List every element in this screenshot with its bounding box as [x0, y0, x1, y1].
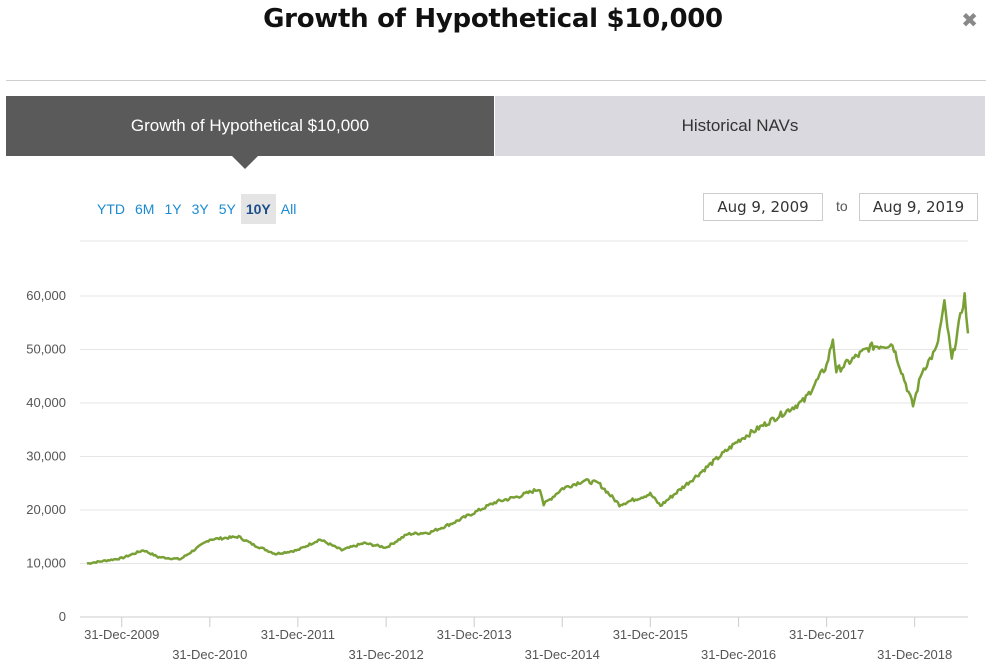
active-tab-caret	[232, 156, 258, 169]
y-tick-label: 50,000	[26, 342, 66, 357]
range-1y-button[interactable]: 1Y	[164, 201, 182, 217]
range-all-button[interactable]: All	[280, 201, 297, 217]
range-ytd-button[interactable]: YTD	[97, 201, 125, 217]
growth-chart: 0 10,000 20,000 30,000 40,000 50,000 60,000 31-…	[26, 240, 970, 662]
header-divider	[6, 80, 986, 81]
range-3y-button[interactable]: 3Y	[191, 201, 209, 217]
close-icon[interactable]: ✖	[961, 8, 978, 32]
y-tick-label: 20,000	[26, 502, 66, 517]
x-tick-label: 31-Dec-2010	[172, 647, 247, 662]
range-10y-button[interactable]: 10Y	[240, 194, 276, 224]
range-5y-button[interactable]: 5Y	[218, 201, 236, 217]
x-tick-label: 31-Dec-2018	[877, 647, 952, 662]
tab-historical-navs[interactable]: Historical NAVs	[495, 96, 985, 156]
growth-series-line	[86, 291, 970, 565]
x-tick-label: 31-Dec-2013	[437, 627, 512, 642]
tab-bar: Growth of Hypothetical $10,000 Historica…	[6, 96, 985, 156]
date-to-label: to	[836, 198, 848, 214]
y-tick-label: 40,000	[26, 395, 66, 410]
x-tick-label: 31-Dec-2014	[525, 647, 600, 662]
range-6m-button[interactable]: 6M	[135, 201, 155, 217]
x-tick-label: 31-Dec-2016	[701, 647, 776, 662]
x-tick-label: 31-Dec-2011	[261, 627, 335, 642]
y-tick-label: 10,000	[26, 556, 66, 571]
range-selector: YTD 6M 1Y 3Y 5Y 10Y All	[92, 194, 301, 224]
dialog-title: Growth of Hypothetical $10,000	[263, 4, 723, 34]
x-tick-label: 31-Dec-2009	[84, 627, 159, 642]
y-tick-label: 30,000	[26, 449, 66, 464]
y-tick-label: 60,000	[26, 288, 66, 303]
x-tick-label: 31-Dec-2017	[789, 627, 864, 642]
x-tick-label: 31-Dec-2015	[613, 627, 688, 642]
y-tick-label: 0	[59, 609, 66, 624]
date-from-input[interactable]: Aug 9, 2009	[703, 193, 823, 221]
date-to-input[interactable]: Aug 9, 2019	[859, 193, 978, 221]
tab-growth[interactable]: Growth of Hypothetical $10,000	[6, 96, 494, 156]
x-tick-label: 31-Dec-2012	[349, 647, 424, 662]
